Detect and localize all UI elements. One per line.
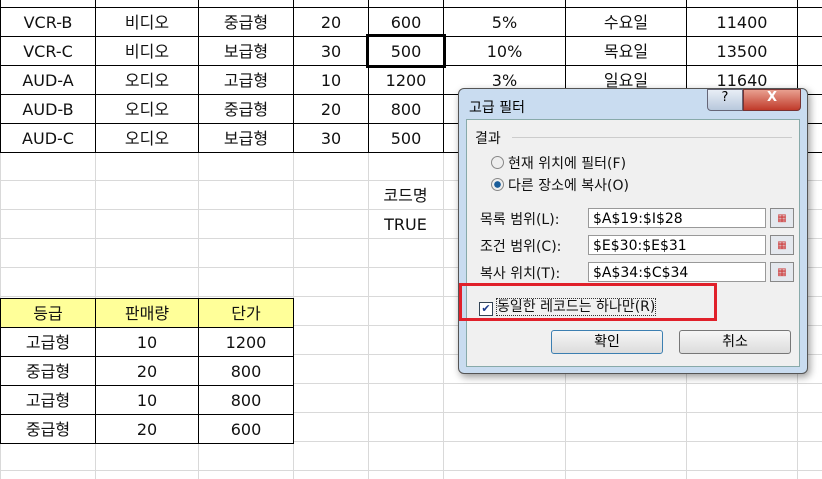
table-cell[interactable]: 보급형 — [198, 36, 294, 66]
criteria-range-input[interactable]: $E$30:$E$31 — [588, 235, 766, 255]
table-cell[interactable]: 30 — [293, 123, 369, 153]
advanced-filter-dialog: 고급 필터 ? X 결과 현재 위치에 필터(F) 다른 장소에 복사(O) 목… — [458, 88, 808, 374]
table-cell[interactable]: 500 — [366, 34, 446, 68]
range-select-icon[interactable]: ▦ — [770, 208, 794, 228]
table-cell[interactable]: 보급형 — [198, 123, 294, 153]
table-cell[interactable]: 비디오 — [95, 36, 199, 66]
table-cell[interactable]: AUD-B — [0, 94, 96, 124]
table-cell[interactable]: 1200 — [368, 65, 444, 95]
criteria-value[interactable]: TRUE — [384, 215, 427, 234]
criteria-range-label: 조건 범위(C): — [480, 239, 562, 255]
table-cell[interactable]: 오디오 — [95, 94, 199, 124]
table-cell[interactable]: 중급형 — [198, 94, 294, 124]
column-header[interactable]: 판매량 — [95, 298, 199, 328]
table-cell[interactable]: 중급형 — [0, 356, 96, 386]
table-cell[interactable]: 20 — [293, 94, 369, 124]
table-cell[interactable]: AUD-A — [0, 65, 96, 95]
table-cell[interactable]: 800 — [368, 94, 444, 124]
table-cell[interactable]: 중급형 — [198, 7, 294, 37]
copy-to-label: 복사 위치(T): — [480, 266, 561, 282]
table-cell[interactable]: VCR-C — [0, 36, 96, 66]
table-cell[interactable]: 고급형 — [0, 385, 96, 415]
table-cell[interactable]: 중급형 — [0, 414, 96, 444]
table-cell[interactable]: 10 — [95, 327, 199, 357]
table-cell[interactable] — [797, 36, 822, 66]
help-button[interactable]: ? — [707, 89, 743, 111]
table-cell[interactable] — [797, 7, 822, 37]
table-cell[interactable]: 고급형 — [198, 65, 294, 95]
table-cell[interactable]: 800 — [198, 385, 294, 415]
table-cell[interactable]: 600 — [368, 7, 444, 37]
highlight-box — [459, 283, 717, 321]
unique-records-checkbox[interactable]: ✔ 동일한 레코드는 하나만(R) — [479, 296, 657, 316]
table-cell[interactable]: 10 — [293, 65, 369, 95]
table-cell[interactable]: 오디오 — [95, 65, 199, 95]
table-cell[interactable]: 800 — [198, 356, 294, 386]
table-cell[interactable]: 30 — [293, 36, 369, 66]
table-cell[interactable]: 600 — [198, 414, 294, 444]
range-select-icon[interactable]: ▦ — [770, 262, 794, 282]
checkmark-icon[interactable]: ✔ — [479, 302, 493, 316]
column-header[interactable]: 단가 — [198, 298, 294, 328]
criteria-header[interactable]: 코드명 — [383, 186, 428, 205]
radio-selected-icon[interactable] — [491, 178, 504, 191]
list-range-label: 목록 범위(L): — [480, 212, 560, 228]
dialog-title: 고급 필터 — [469, 100, 525, 116]
range-select-icon[interactable]: ▦ — [770, 235, 794, 255]
table-cell[interactable]: 고급형 — [0, 327, 96, 357]
table-cell[interactable]: 500 — [368, 123, 444, 153]
table-cell[interactable]: 10% — [443, 36, 566, 66]
table-cell[interactable]: 20 — [95, 414, 199, 444]
radio-icon[interactable] — [491, 156, 504, 169]
close-button[interactable]: X — [743, 89, 801, 111]
table-cell[interactable]: 20 — [95, 356, 199, 386]
table-cell[interactable]: 비디오 — [95, 7, 199, 37]
table-cell[interactable]: 11400 — [686, 7, 798, 37]
list-range-input[interactable]: $A$19:$I$28 — [588, 208, 766, 228]
table-cell[interactable]: 목요일 — [565, 36, 687, 66]
ok-button[interactable]: 확인 — [551, 330, 663, 354]
table-cell[interactable]: 1200 — [198, 327, 294, 357]
table-cell[interactable]: 13500 — [686, 36, 798, 66]
table-cell[interactable]: 10 — [95, 385, 199, 415]
table-cell[interactable]: 20 — [293, 7, 369, 37]
table-cell[interactable]: 5% — [443, 7, 566, 37]
radio-filter-in-place[interactable]: 현재 위치에 필터(F) — [491, 153, 626, 173]
table-cell[interactable]: AUD-C — [0, 123, 96, 153]
column-header[interactable]: 등급 — [0, 298, 96, 328]
radio-copy-to-location[interactable]: 다른 장소에 복사(O) — [491, 175, 629, 195]
table-cell[interactable]: 수요일 — [565, 7, 687, 37]
copy-to-input[interactable]: $A$34:$C$34 — [588, 262, 766, 282]
table-cell[interactable]: VCR-B — [0, 7, 96, 37]
cancel-button[interactable]: 취소 — [679, 330, 791, 354]
table-cell[interactable]: 오디오 — [95, 123, 199, 153]
result-group-label: 결과 — [475, 131, 501, 147]
